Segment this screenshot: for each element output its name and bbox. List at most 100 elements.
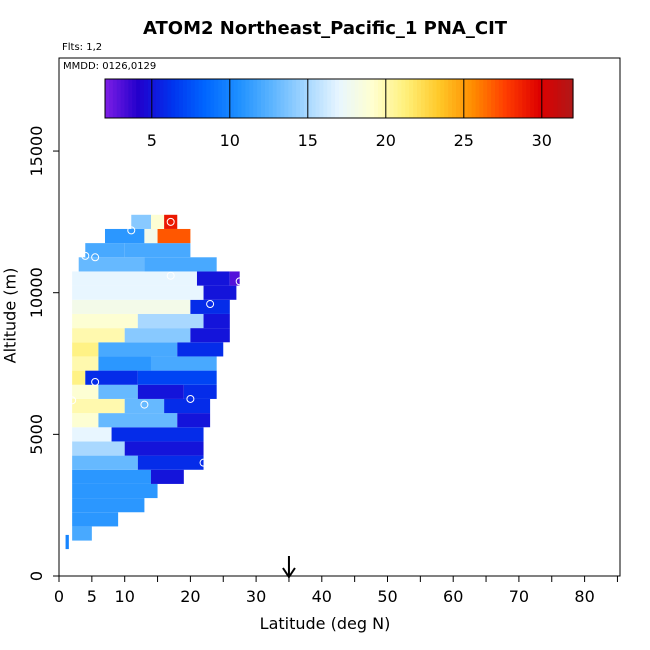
sample-marker — [81, 251, 90, 260]
colorbar-swatch — [280, 79, 285, 118]
data-cell-r13-s2 — [150, 356, 217, 371]
colorbar-swatch — [327, 79, 332, 118]
colorbar-swatch — [530, 79, 535, 118]
data-cell-r14-s1 — [98, 342, 178, 357]
colorbar-swatch — [214, 79, 219, 118]
colorbar-swatch — [147, 79, 153, 118]
colorbar-swatch — [444, 79, 449, 118]
colorbar-swatch — [397, 79, 402, 118]
colorbar-tick-label: 5 — [147, 131, 157, 150]
colorbar-swatch — [198, 79, 204, 118]
colorbar-swatch — [346, 79, 352, 118]
colorbar-swatch — [319, 79, 324, 118]
data-cell-r17-s0 — [72, 299, 191, 314]
colorbar-swatch — [276, 79, 282, 118]
data-cell-r19-s2 — [229, 271, 240, 286]
data-cell-r21-s1 — [124, 243, 191, 258]
colorbar-tick-label: 15 — [298, 131, 318, 150]
data-cell-r2-s0 — [72, 512, 119, 527]
colorbar-swatch — [354, 79, 360, 118]
colorbar-swatch — [495, 79, 500, 118]
data-cell-r22-s2 — [157, 228, 191, 244]
colorbar-swatch — [335, 79, 340, 118]
data-cell-r19-s1 — [196, 271, 230, 286]
colorbar-swatch — [257, 79, 262, 118]
colorbar-swatch — [420, 79, 426, 118]
colorbar-swatch — [296, 79, 301, 118]
colorbar-swatch — [452, 79, 457, 118]
data-cell-r14-s2 — [177, 342, 224, 357]
colorbar-swatch — [483, 79, 488, 118]
x-tick-label: 30 — [246, 587, 266, 606]
colorbar-swatch — [315, 79, 321, 118]
colorbar-swatch — [264, 79, 270, 118]
colorbar-swatch — [202, 79, 207, 118]
dates-label: MMDD: 0126,0129 — [63, 61, 157, 72]
colorbar-swatch — [272, 79, 278, 118]
colorbar-swatch — [284, 79, 289, 118]
data-cell-r1-s0 — [72, 526, 92, 541]
colorbar-swatch — [331, 79, 336, 118]
colorbar-swatch — [229, 79, 235, 118]
colorbar-swatch — [303, 79, 309, 118]
colorbar-swatch — [467, 79, 473, 118]
data-cell-r0-s0 — [65, 534, 69, 550]
colorbar-swatch — [498, 79, 504, 118]
sample-marker — [68, 396, 77, 405]
colorbar-swatch — [171, 79, 176, 118]
colorbar-swatch — [506, 79, 512, 118]
colorbar-swatch — [537, 79, 543, 118]
colorbar-swatch — [144, 79, 149, 118]
colorbar-swatch — [409, 79, 414, 118]
x-tick-label: 10 — [115, 587, 135, 606]
colorbar-tick-label: 30 — [532, 131, 552, 150]
colorbar-swatch — [541, 79, 547, 118]
y-tick-label: 0 — [27, 571, 46, 581]
colorbar-swatch — [569, 79, 574, 118]
colorbar-tick-label: 20 — [376, 131, 396, 150]
sample-marker — [166, 217, 175, 226]
data-cell-r8-s1 — [111, 427, 204, 442]
colorbar-swatch — [549, 79, 555, 118]
x-axis-label-text: Latitude (deg N) — [259, 614, 391, 633]
data-cell-r15-s1 — [124, 328, 191, 343]
colorbar-swatch — [179, 79, 184, 118]
colorbar-swatch — [522, 79, 527, 118]
colorbar-swatch — [112, 79, 118, 118]
colorbar-swatch — [378, 79, 383, 118]
colorbar-swatch — [128, 79, 133, 118]
colorbar-swatch — [225, 79, 231, 118]
colorbar-swatch — [323, 79, 328, 118]
colorbar-swatch — [514, 79, 519, 118]
colorbar-swatch — [190, 79, 196, 118]
data-cell-r12-s0 — [72, 370, 86, 385]
sample-marker — [166, 271, 175, 280]
data-cell-r9-s2 — [177, 413, 211, 428]
colorbar-swatch — [292, 79, 297, 118]
colorbar-swatch — [311, 79, 317, 118]
data-cell-r12-s2 — [137, 370, 217, 385]
colorbar-swatch — [534, 79, 539, 118]
colorbar-swatch — [491, 79, 496, 118]
data-cell-r23-s1 — [150, 214, 165, 229]
colorbar-swatch — [210, 79, 215, 118]
data-cell-r11-s2 — [137, 384, 184, 399]
y-tick-label: 5000 — [27, 414, 46, 455]
colorbar-swatch — [413, 79, 418, 118]
colorbar-swatch — [518, 79, 523, 118]
data-cell-r9-s0 — [72, 413, 99, 428]
data-cell-r11-s0 — [72, 384, 99, 399]
colorbar-swatch — [105, 79, 110, 118]
colorbar-swatch — [300, 79, 305, 118]
colorbar-swatch — [307, 79, 313, 118]
y-tick-label: 15000 — [27, 126, 46, 177]
colorbar-swatch — [428, 79, 434, 118]
colorbar-swatch — [393, 79, 399, 118]
colorbar-swatch — [389, 79, 395, 118]
colorbar-swatch — [526, 79, 531, 118]
colorbar-swatch — [561, 79, 566, 118]
x-tick-label: 60 — [443, 587, 463, 606]
colorbar-swatch — [448, 79, 453, 118]
sample-marker — [186, 394, 195, 403]
colorbar-swatch — [249, 79, 254, 118]
